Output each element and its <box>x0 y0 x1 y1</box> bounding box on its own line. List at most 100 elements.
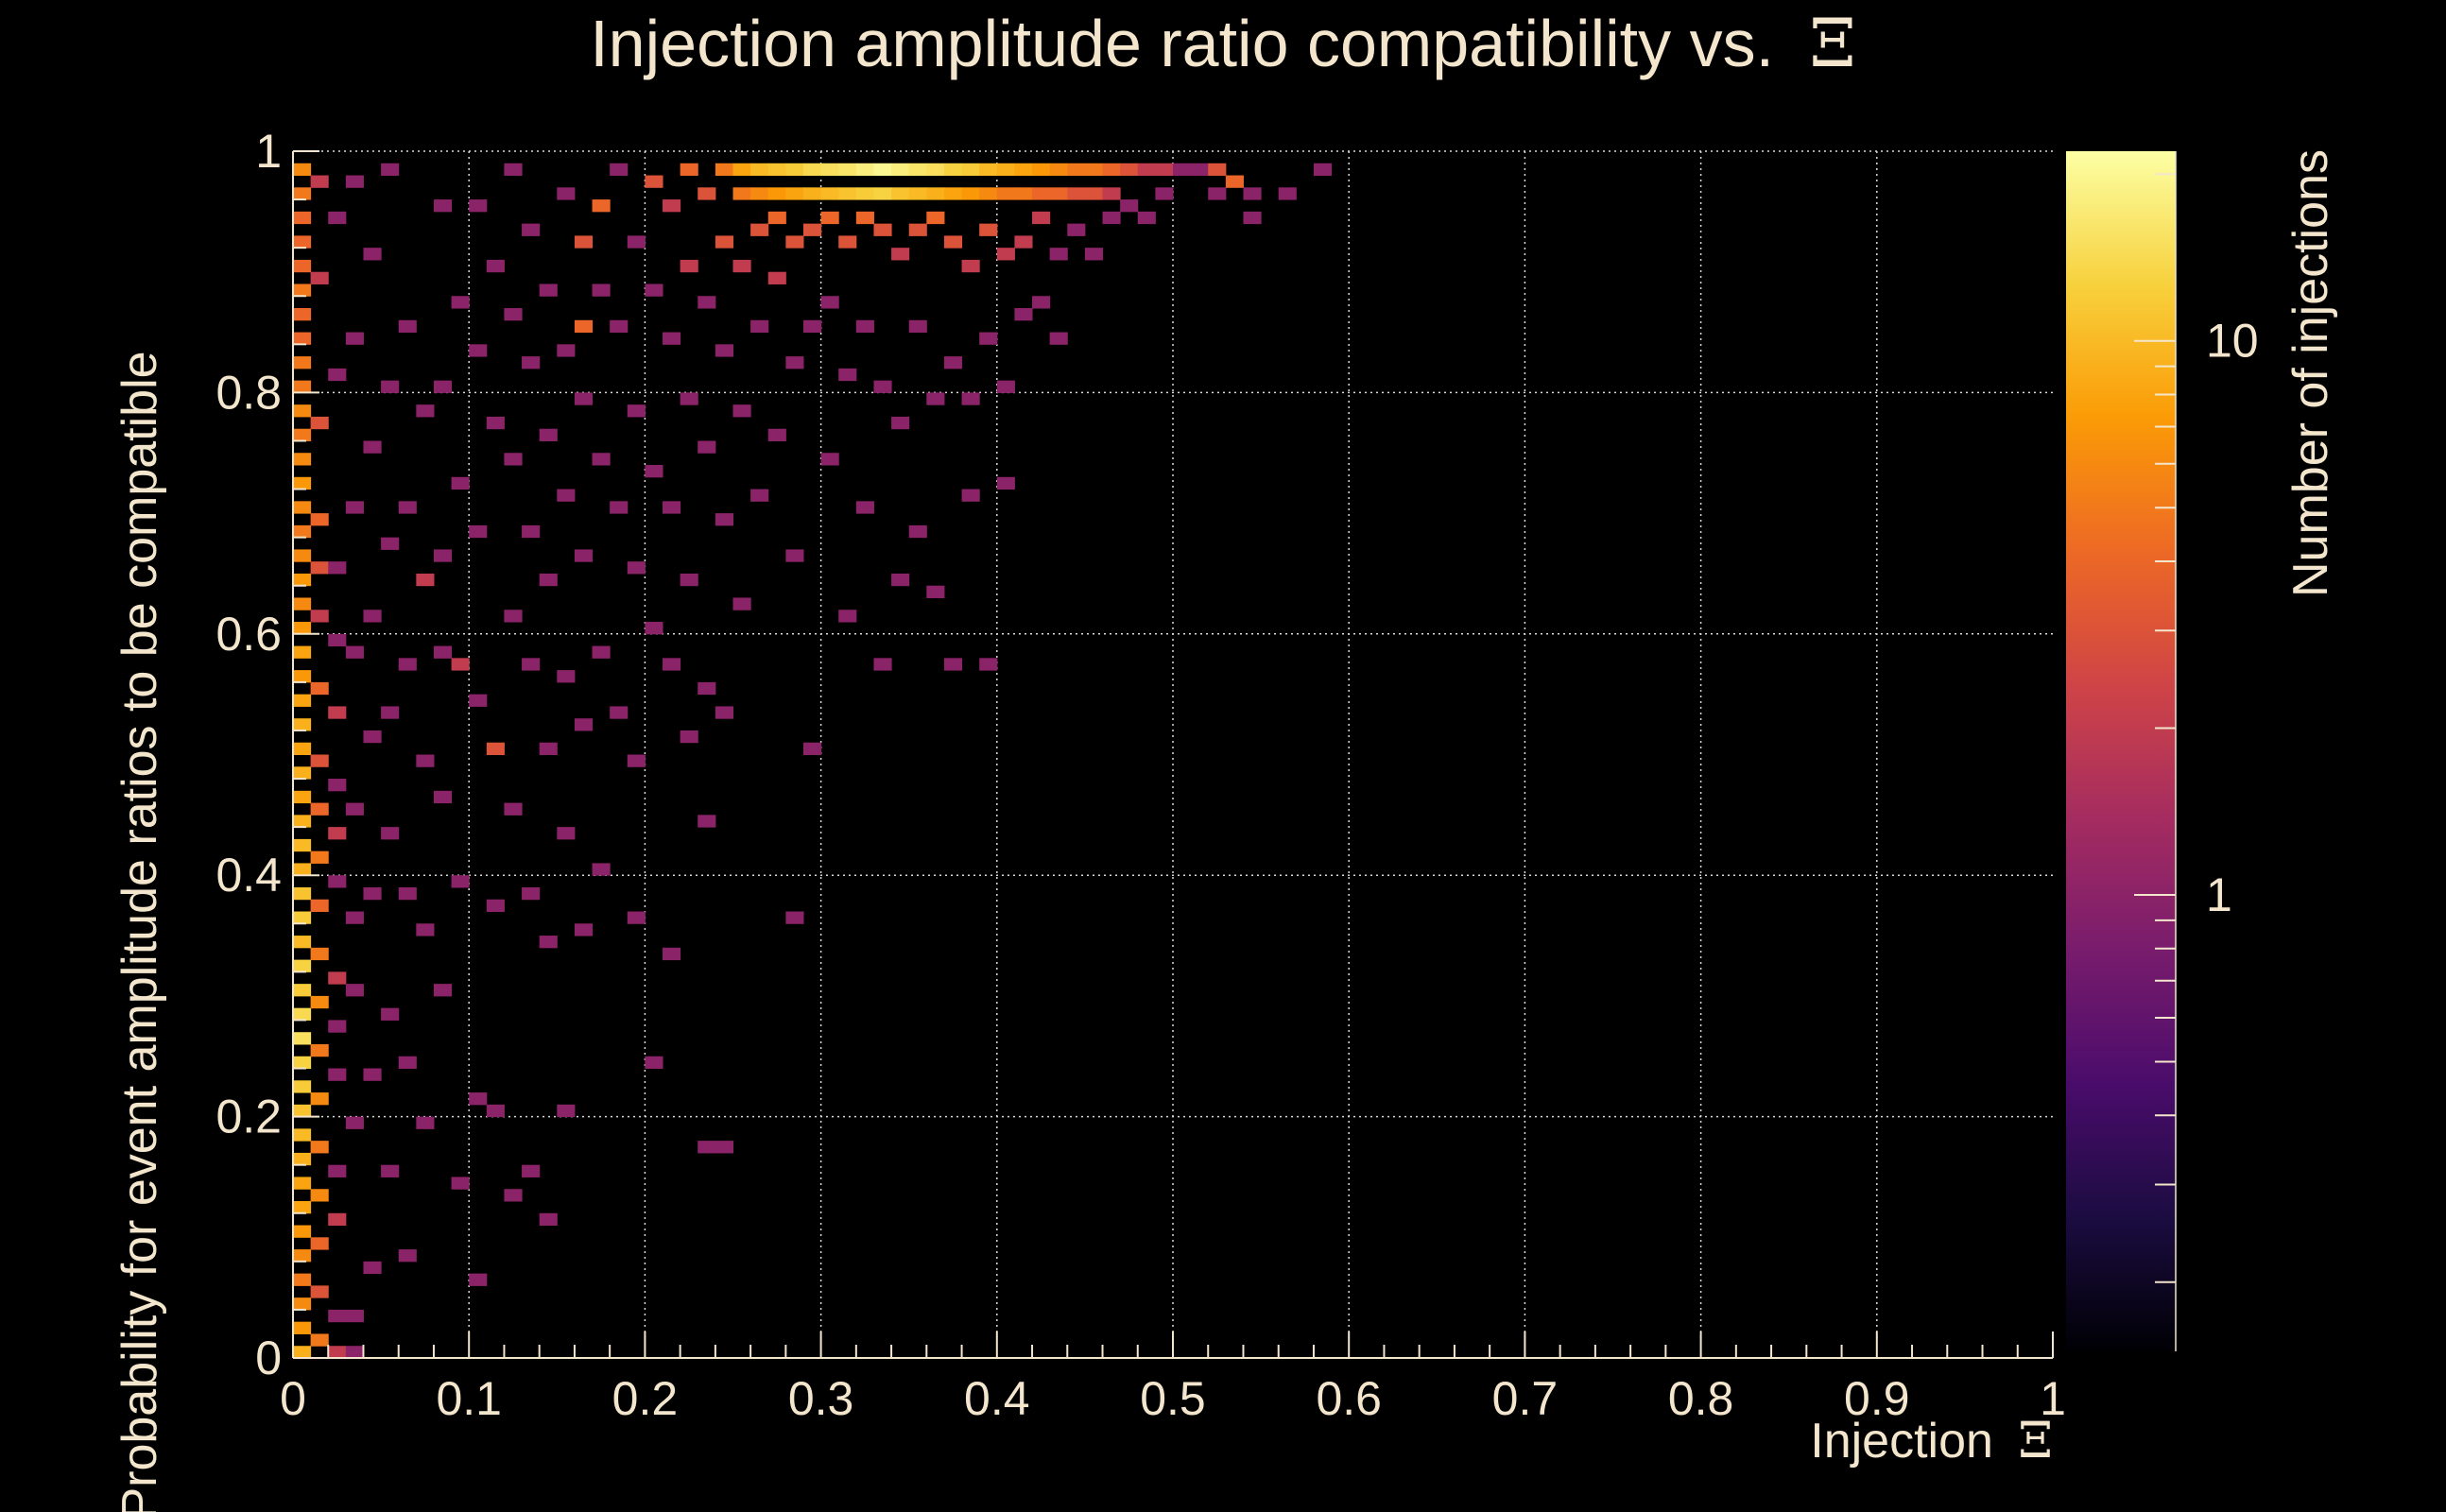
heatmap-cell <box>293 936 312 949</box>
heatmap-cell <box>996 476 1015 490</box>
heatmap-cell <box>293 549 312 562</box>
heatmap-cell <box>1102 187 1121 200</box>
heatmap-cell <box>363 1068 382 1081</box>
heatmap-cell <box>855 211 874 225</box>
heatmap-cell <box>522 1164 541 1177</box>
heatmap-cell <box>1173 163 1192 177</box>
heatmap-cell <box>310 1333 329 1347</box>
heatmap-cell <box>328 1309 347 1323</box>
heatmap-cell <box>293 211 312 225</box>
heatmap-cell <box>996 380 1015 393</box>
heatmap-cell <box>1155 163 1174 177</box>
x-axis-title-text: Injection <box>1810 1414 1993 1469</box>
heatmap-cell <box>486 1104 505 1118</box>
heatmap-cell <box>926 392 945 405</box>
heatmap-cell <box>1014 235 1033 249</box>
heatmap-cell <box>1032 163 1051 177</box>
heatmap-cells <box>293 163 1333 1359</box>
x-tick-label: 0.2 <box>612 1372 679 1425</box>
heatmap-cell <box>1137 211 1156 225</box>
heatmap-cell <box>293 1297 312 1311</box>
heatmap-cell <box>469 1273 488 1286</box>
x-axis-title: Injection Ξ <box>1810 1413 2053 1469</box>
heatmap-cell <box>398 1056 417 1070</box>
heatmap-cell <box>873 658 892 671</box>
heatmap-cell <box>943 356 963 369</box>
heatmap-cell <box>802 223 822 236</box>
heatmap-cell <box>908 524 927 539</box>
heatmap-cell <box>416 1116 435 1129</box>
y-tick-label: 0.8 <box>215 366 282 419</box>
heatmap-cell <box>838 187 857 200</box>
colorbar-tick-label: 10 <box>2206 315 2259 368</box>
heatmap-cell <box>310 1237 329 1250</box>
y-tick-labels: 0 0.2 0.4 0.6 0.8 1 <box>215 125 282 1384</box>
heatmap-cell <box>891 248 910 261</box>
heatmap-cell <box>838 610 857 623</box>
heatmap-cell <box>1155 187 1174 200</box>
heatmap-cell <box>557 1104 576 1118</box>
heatmap-cell <box>961 392 980 405</box>
heatmap-cell <box>610 163 629 177</box>
heatmap-cell <box>1084 248 1104 261</box>
heatmap-cell <box>328 211 347 225</box>
heatmap-cell <box>698 681 716 696</box>
heatmap-cell <box>979 332 998 345</box>
heatmap-cell <box>926 163 945 177</box>
heatmap-cell <box>522 356 541 369</box>
heatmap-cell <box>345 802 364 816</box>
heatmap-cell <box>873 163 892 177</box>
heatmap-cell <box>381 1164 400 1177</box>
heatmap-cell <box>328 971 347 985</box>
heatmap-cell <box>522 658 541 671</box>
heatmap-cell <box>698 815 716 828</box>
heatmap-cell <box>293 187 312 200</box>
heatmap-cell <box>785 187 804 200</box>
heatmap-cell <box>293 356 312 369</box>
heatmap-cell <box>627 235 646 249</box>
heatmap-cell <box>802 742 822 755</box>
heatmap-cell <box>627 561 646 575</box>
heatmap-cell <box>715 513 733 526</box>
heatmap-cell <box>1049 248 1068 261</box>
heatmap-cell <box>961 163 980 177</box>
heatmap-cell <box>996 163 1015 177</box>
heatmap-cell <box>592 199 611 213</box>
heatmap-cell <box>293 645 312 659</box>
heatmap-cell <box>504 453 523 466</box>
x-tick-label: 0.4 <box>964 1372 1030 1425</box>
heatmap-cell <box>293 790 312 804</box>
heatmap-cell <box>557 344 576 357</box>
heatmap-cell <box>698 440 716 454</box>
heatmap-cell <box>891 573 910 587</box>
heatmap-cell <box>293 1200 312 1214</box>
heatmap-cell <box>363 248 382 261</box>
heatmap-cell <box>293 718 312 731</box>
heatmap-cell <box>855 501 874 514</box>
heatmap-cell <box>979 163 998 177</box>
heatmap-cell <box>750 187 769 200</box>
heatmap-cell <box>469 344 488 357</box>
heatmap-cell <box>504 610 523 623</box>
heatmap-cell <box>1049 163 1068 177</box>
heatmap-cell <box>592 863 611 876</box>
heatmap-cell <box>715 163 733 177</box>
heatmap-cell <box>979 658 998 671</box>
heatmap-cell <box>433 549 453 562</box>
heatmap-cell <box>627 754 646 767</box>
heatmap-cell <box>574 392 594 405</box>
heatmap-cell <box>663 658 681 671</box>
heatmap-cell <box>891 163 910 177</box>
x-tick-labels: 0 0.1 0.2 0.3 0.4 0.5 0.6 0.7 0.8 0.9 1 <box>280 1372 2066 1425</box>
heatmap-cell <box>750 163 769 177</box>
heatmap-cell <box>486 259 505 273</box>
heatmap-cell <box>645 465 663 478</box>
heatmap-cell <box>504 1189 523 1202</box>
heatmap-cell <box>1313 163 1333 177</box>
heatmap-cell <box>750 223 769 236</box>
heatmap-cell <box>381 706 400 719</box>
heatmap-cell <box>610 706 629 719</box>
heatmap-cell <box>802 187 822 200</box>
heatmap-cell <box>820 453 839 466</box>
